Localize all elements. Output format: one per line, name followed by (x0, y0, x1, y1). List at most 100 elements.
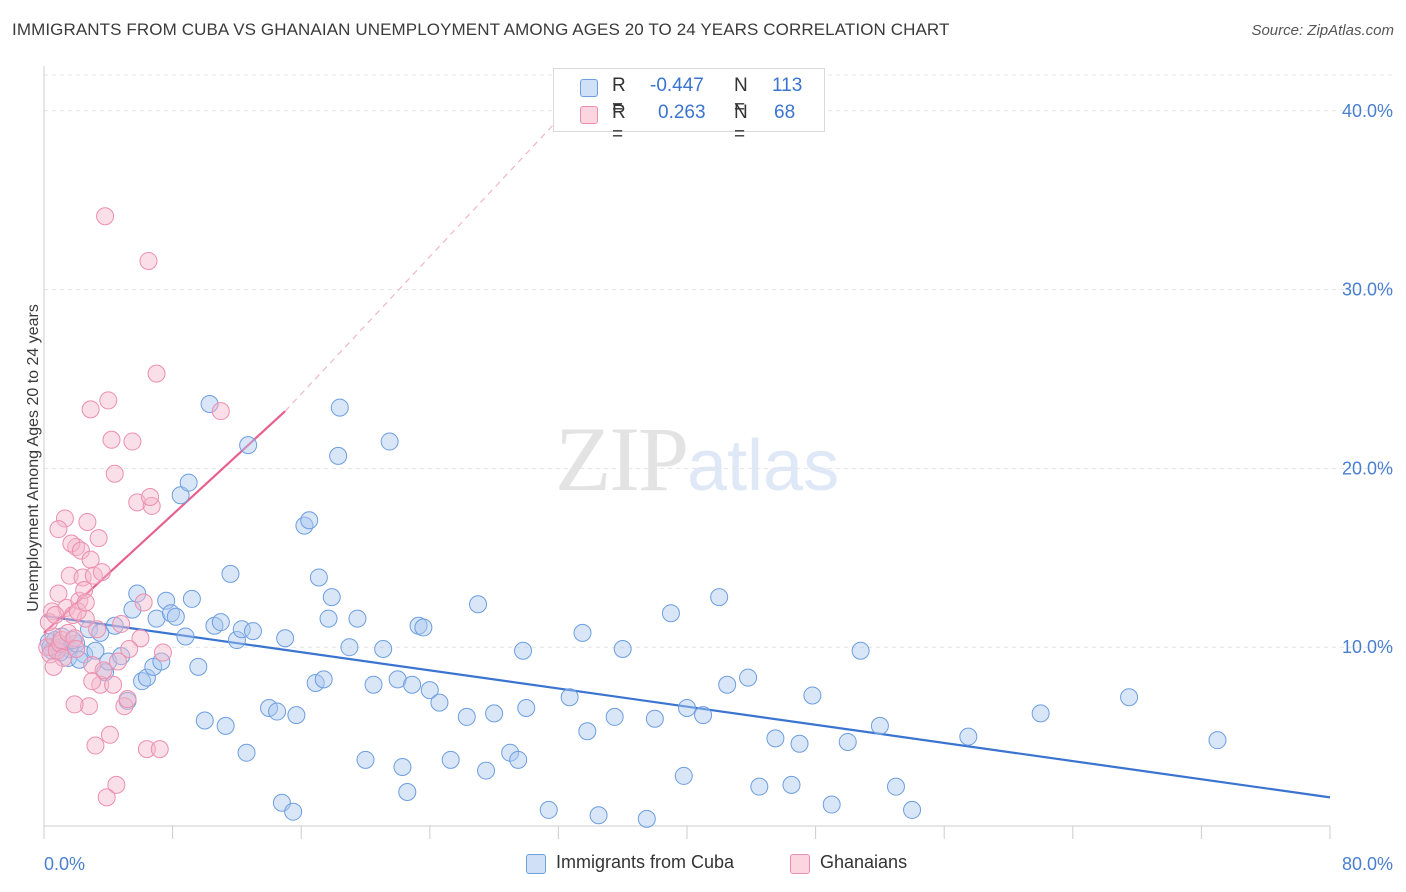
cuba-point (441, 750, 460, 769)
ghana-point (131, 629, 150, 648)
cuba-point (790, 734, 809, 753)
legend-n-label: N = (734, 102, 748, 145)
grid (44, 74, 1392, 648)
cuba-point (903, 800, 922, 819)
cuba-point (469, 595, 488, 614)
cuba-point (276, 629, 295, 648)
ghana-point (147, 364, 166, 383)
cuba-point (340, 638, 359, 657)
cuba-point (398, 783, 417, 802)
bottom-legend-label-ghana: Ghanaians (820, 852, 908, 872)
cuba-point (237, 743, 256, 762)
ghana-point (55, 509, 74, 528)
ghana-point (99, 391, 118, 410)
ghana-point (49, 584, 68, 603)
cuba-point (200, 395, 219, 414)
cuba-point (232, 620, 251, 639)
cuba-point (822, 795, 841, 814)
ghana-point (67, 538, 86, 557)
y-axis-label: Unemployment Among Ages 20 to 24 years (25, 304, 42, 612)
cuba-point (195, 711, 214, 730)
ghana-point (80, 697, 99, 716)
cuba-trendline (43, 614, 1331, 799)
cuba-point (284, 802, 303, 821)
cuba-point (718, 675, 737, 694)
trendlines (43, 110, 1331, 799)
ghana-point (150, 740, 169, 759)
cuba-point (803, 686, 822, 705)
cuba-point (870, 716, 889, 735)
ghana-point (118, 690, 137, 709)
cuba-point (605, 707, 624, 726)
watermark-zip: ZIP (555, 408, 689, 510)
ghana-point (78, 513, 97, 532)
cuba-point (661, 604, 680, 623)
cuba-point (319, 609, 338, 628)
ghana-point (39, 613, 58, 632)
ghana-point (141, 487, 160, 506)
cuba-point (300, 511, 319, 530)
cuba-point (211, 613, 230, 632)
x-tick-label-min: 0.0% (44, 854, 85, 874)
cuba-point (189, 657, 208, 676)
cuba-point (137, 668, 156, 687)
cuba-point (314, 670, 333, 689)
ghana-point (104, 675, 123, 694)
cuba-point (430, 693, 449, 712)
watermark-atlas: atlas (687, 426, 840, 506)
watermark: ZIPatlas (555, 406, 839, 512)
cuba-point (414, 618, 433, 637)
ghana-point (83, 672, 102, 691)
cuba-point (356, 750, 375, 769)
cuba-point (420, 681, 439, 700)
cuba-point (838, 732, 857, 751)
cuba-point (1208, 731, 1227, 750)
legend-swatch-ghana (580, 106, 598, 124)
correlation-legend: R = -0.447 N = 113 R = 0.263 N = 68 (553, 68, 825, 145)
cuba-point (348, 609, 367, 628)
cuba-point (637, 809, 656, 828)
ghana-point (123, 432, 142, 451)
legend-r-label: R = (612, 75, 626, 118)
ghana-point (97, 788, 116, 807)
cuba-point (86, 641, 105, 660)
cuba-point (457, 707, 476, 726)
ghana-point (83, 656, 102, 675)
cuba-point (176, 627, 195, 646)
cuba-point (393, 757, 412, 776)
cuba-point (678, 698, 696, 717)
cuba-point (674, 766, 693, 785)
ghana-point (112, 614, 131, 633)
cuba-point (851, 641, 870, 660)
ghana-point (134, 593, 153, 612)
ghana-point (94, 661, 113, 680)
cuba-point (166, 607, 185, 626)
ghana-point (88, 620, 107, 639)
cuba-point (739, 668, 758, 687)
ghana-point (96, 207, 115, 226)
ghana-point (67, 639, 86, 658)
cuba-point (514, 641, 533, 660)
ghana-trendline-extension (284, 110, 567, 412)
ghana-point (65, 695, 84, 714)
cuba-point (710, 588, 729, 607)
cuba-point (268, 702, 287, 721)
cuba-point (287, 706, 306, 725)
cuba-point (330, 398, 349, 417)
bottom-legend-label-cuba: Immigrants from Cuba (556, 852, 735, 872)
cuba-point (750, 777, 769, 796)
cuba-point (766, 729, 785, 748)
cuba-point (216, 716, 235, 735)
y-tick-label: 20.0% (1342, 458, 1393, 478)
cuba-point (295, 516, 314, 535)
cuba-point (782, 775, 801, 794)
ghana-point (54, 648, 73, 667)
ghana-point (105, 464, 124, 483)
cuba-point (329, 446, 348, 465)
chart-title: IMMIGRANTS FROM CUBA VS GHANAIAN UNEMPLO… (12, 20, 950, 39)
cuba-point (161, 604, 180, 623)
cuba-point (91, 623, 110, 642)
x-tick-label-max: 80.0% (1342, 854, 1393, 874)
cuba-point (560, 688, 579, 707)
legend-n-value: 113 (772, 75, 803, 96)
